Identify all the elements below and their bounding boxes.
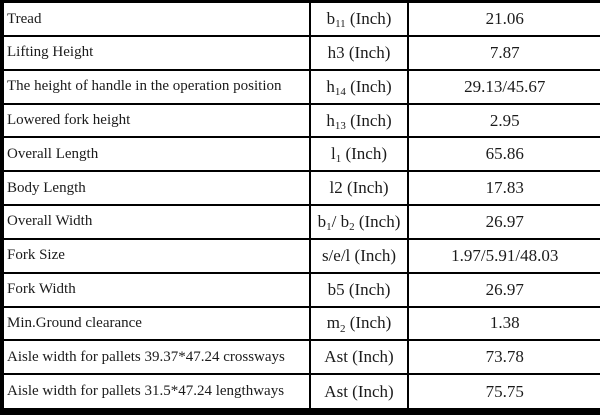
- spec-value: 26.97: [407, 204, 600, 240]
- symbol-base: l2: [329, 178, 343, 198]
- symbol-unit: (Inch): [345, 110, 392, 130]
- spec-symbol: b5 (Inch): [309, 271, 409, 308]
- table-row: Aisle width for pallets 31.5*47.24 lengt…: [1, 373, 600, 413]
- spec-symbol: l1 (Inch): [309, 136, 409, 173]
- spec-name: Fork Size: [1, 237, 311, 274]
- spec-value: 21.06: [407, 0, 600, 38]
- symbol-base: h: [326, 76, 335, 96]
- spec-value: 73.78: [407, 339, 600, 376]
- table-row: Overall Width b1/ b2 (Inch) 26.97: [1, 204, 600, 240]
- symbol-unit: (Inch): [354, 211, 401, 231]
- symbol-subscript: 11: [335, 18, 346, 31]
- spec-value: 75.75: [407, 373, 600, 413]
- table-row: Fork Width b5 (Inch) 26.97: [1, 271, 600, 308]
- spec-symbol: b11 (Inch): [309, 0, 409, 38]
- spec-name: Aisle width for pallets 31.5*47.24 lengt…: [1, 373, 311, 413]
- table-row: Tread b11 (Inch) 21.06: [1, 0, 600, 38]
- spec-value: 29.13/45.67: [407, 68, 600, 105]
- spec-value: 2.95: [407, 102, 600, 139]
- spec-value: 1.97/5.91/48.03: [407, 237, 600, 274]
- spec-symbol: Ast (Inch): [309, 373, 409, 413]
- table-row: Body Length l2 (Inch) 17.83: [1, 170, 600, 207]
- spec-symbol: l2 (Inch): [309, 170, 409, 207]
- symbol-unit: (Inch): [344, 279, 391, 299]
- symbol-base: b: [326, 9, 336, 28]
- table-row: Fork Size s/e/l (Inch) 1.97/5.91/48.03: [1, 237, 600, 274]
- symbol-subscript: 1: [335, 153, 342, 166]
- spec-symbol: m2 (Inch): [309, 305, 409, 342]
- table-row: The height of handle in the operation po…: [1, 68, 600, 105]
- spec-symbol: h3 (Inch): [309, 35, 409, 71]
- spec-name: Overall Width: [1, 204, 311, 240]
- symbol-unit: (Inch): [345, 9, 392, 28]
- table-row: Lowered fork height h13 (Inch) 2.95: [1, 102, 600, 139]
- symbol-unit: (Inch): [347, 347, 394, 367]
- symbol-base: s/e/l: [321, 245, 351, 265]
- spec-value: 26.97: [407, 271, 600, 308]
- spec-symbol: h13 (Inch): [309, 102, 409, 139]
- symbol-base: l: [330, 144, 336, 164]
- spec-name: Body Length: [1, 170, 311, 207]
- symbol-unit: (Inch): [344, 42, 391, 62]
- symbol-unit: (Inch): [350, 245, 397, 265]
- spec-name: The height of handle in the operation po…: [1, 68, 311, 105]
- symbol-unit: (Inch): [345, 76, 392, 96]
- symbol-base: b5: [327, 279, 345, 299]
- symbol-base: Ast: [324, 381, 348, 401]
- spec-name: Tread: [1, 0, 311, 38]
- spec-name: Min.Ground clearance: [1, 305, 311, 342]
- symbol-subscript: 13: [334, 119, 346, 132]
- symbol-subscript: 14: [334, 85, 346, 98]
- symbol-unit: (Inch): [347, 381, 394, 401]
- spec-symbol: h14 (Inch): [309, 68, 409, 105]
- spec-name: Lifting Height: [1, 35, 311, 71]
- spec-value: 17.83: [407, 170, 600, 207]
- table-row: Overall Length l1 (Inch) 65.86: [1, 136, 600, 173]
- spec-name: Aisle width for pallets 39.37*47.24 cros…: [1, 339, 311, 376]
- spec-value: 65.86: [407, 136, 600, 173]
- table-row: Lifting Height h3 (Inch) 7.87: [1, 35, 600, 71]
- spec-value: 1.38: [407, 305, 600, 342]
- symbol-unit: (Inch): [342, 178, 389, 198]
- symbol-base: Ast: [324, 347, 348, 367]
- symbol-base: h: [326, 110, 335, 130]
- spec-name: Lowered fork height: [1, 102, 311, 139]
- spec-symbol: b1/ b2 (Inch): [309, 204, 409, 240]
- spec-name: Fork Width: [1, 271, 311, 308]
- symbol-subscript-2: 2: [349, 221, 355, 234]
- symbol-base: b: [317, 211, 327, 231]
- symbol-unit: (Inch): [345, 313, 392, 333]
- symbol-base: m: [326, 313, 340, 333]
- symbol-base: h3: [327, 42, 345, 62]
- spec-symbol: Ast (Inch): [309, 339, 409, 376]
- table-row: Aisle width for pallets 39.37*47.24 cros…: [1, 339, 600, 376]
- table-row: Min.Ground clearance m2 (Inch) 1.38: [1, 305, 600, 342]
- symbol-mid: / b: [331, 211, 350, 231]
- symbol-subscript: 1: [326, 221, 332, 234]
- symbol-unit: (Inch): [341, 144, 387, 164]
- symbol-subscript: 2: [339, 322, 346, 335]
- spec-name: Overall Length: [1, 136, 311, 173]
- spec-value: 7.87: [407, 35, 600, 71]
- spec-symbol: s/e/l (Inch): [309, 237, 409, 274]
